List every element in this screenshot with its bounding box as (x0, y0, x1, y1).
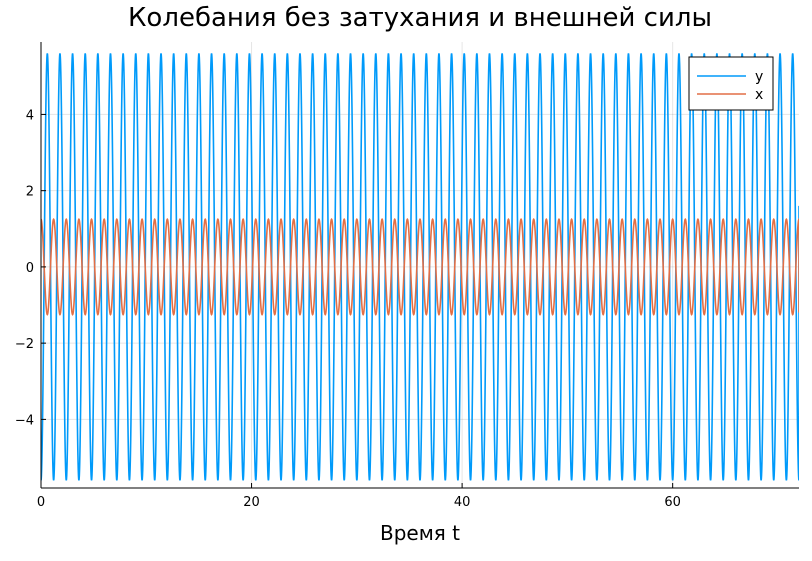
series-line-x (41, 217, 799, 316)
y-ticks: −4 −2 0 2 4 (15, 108, 46, 428)
legend-label-x: x (755, 87, 763, 103)
x-tick-label: 60 (664, 495, 681, 510)
x-tick-label: 20 (243, 495, 260, 510)
x-tick-label: 0 (37, 495, 45, 510)
series-layer (41, 53, 799, 481)
legend: y x (688, 56, 774, 111)
legend-box (688, 56, 774, 111)
y-tick-label: 4 (26, 108, 34, 123)
x-ticks: 0 20 40 60 (37, 483, 681, 510)
y-tick-label: 2 (26, 185, 34, 200)
x-tick-label: 40 (454, 495, 471, 510)
x-axis-label: Время t (380, 521, 460, 545)
legend-label-y: y (755, 69, 763, 85)
y-tick-label: −2 (15, 337, 34, 352)
y-tick-label: −4 (15, 413, 34, 428)
y-tick-label: 0 (26, 261, 34, 276)
chart-title: Колебания без затухания и внешней силы (128, 3, 712, 33)
series-line-y (41, 53, 799, 481)
